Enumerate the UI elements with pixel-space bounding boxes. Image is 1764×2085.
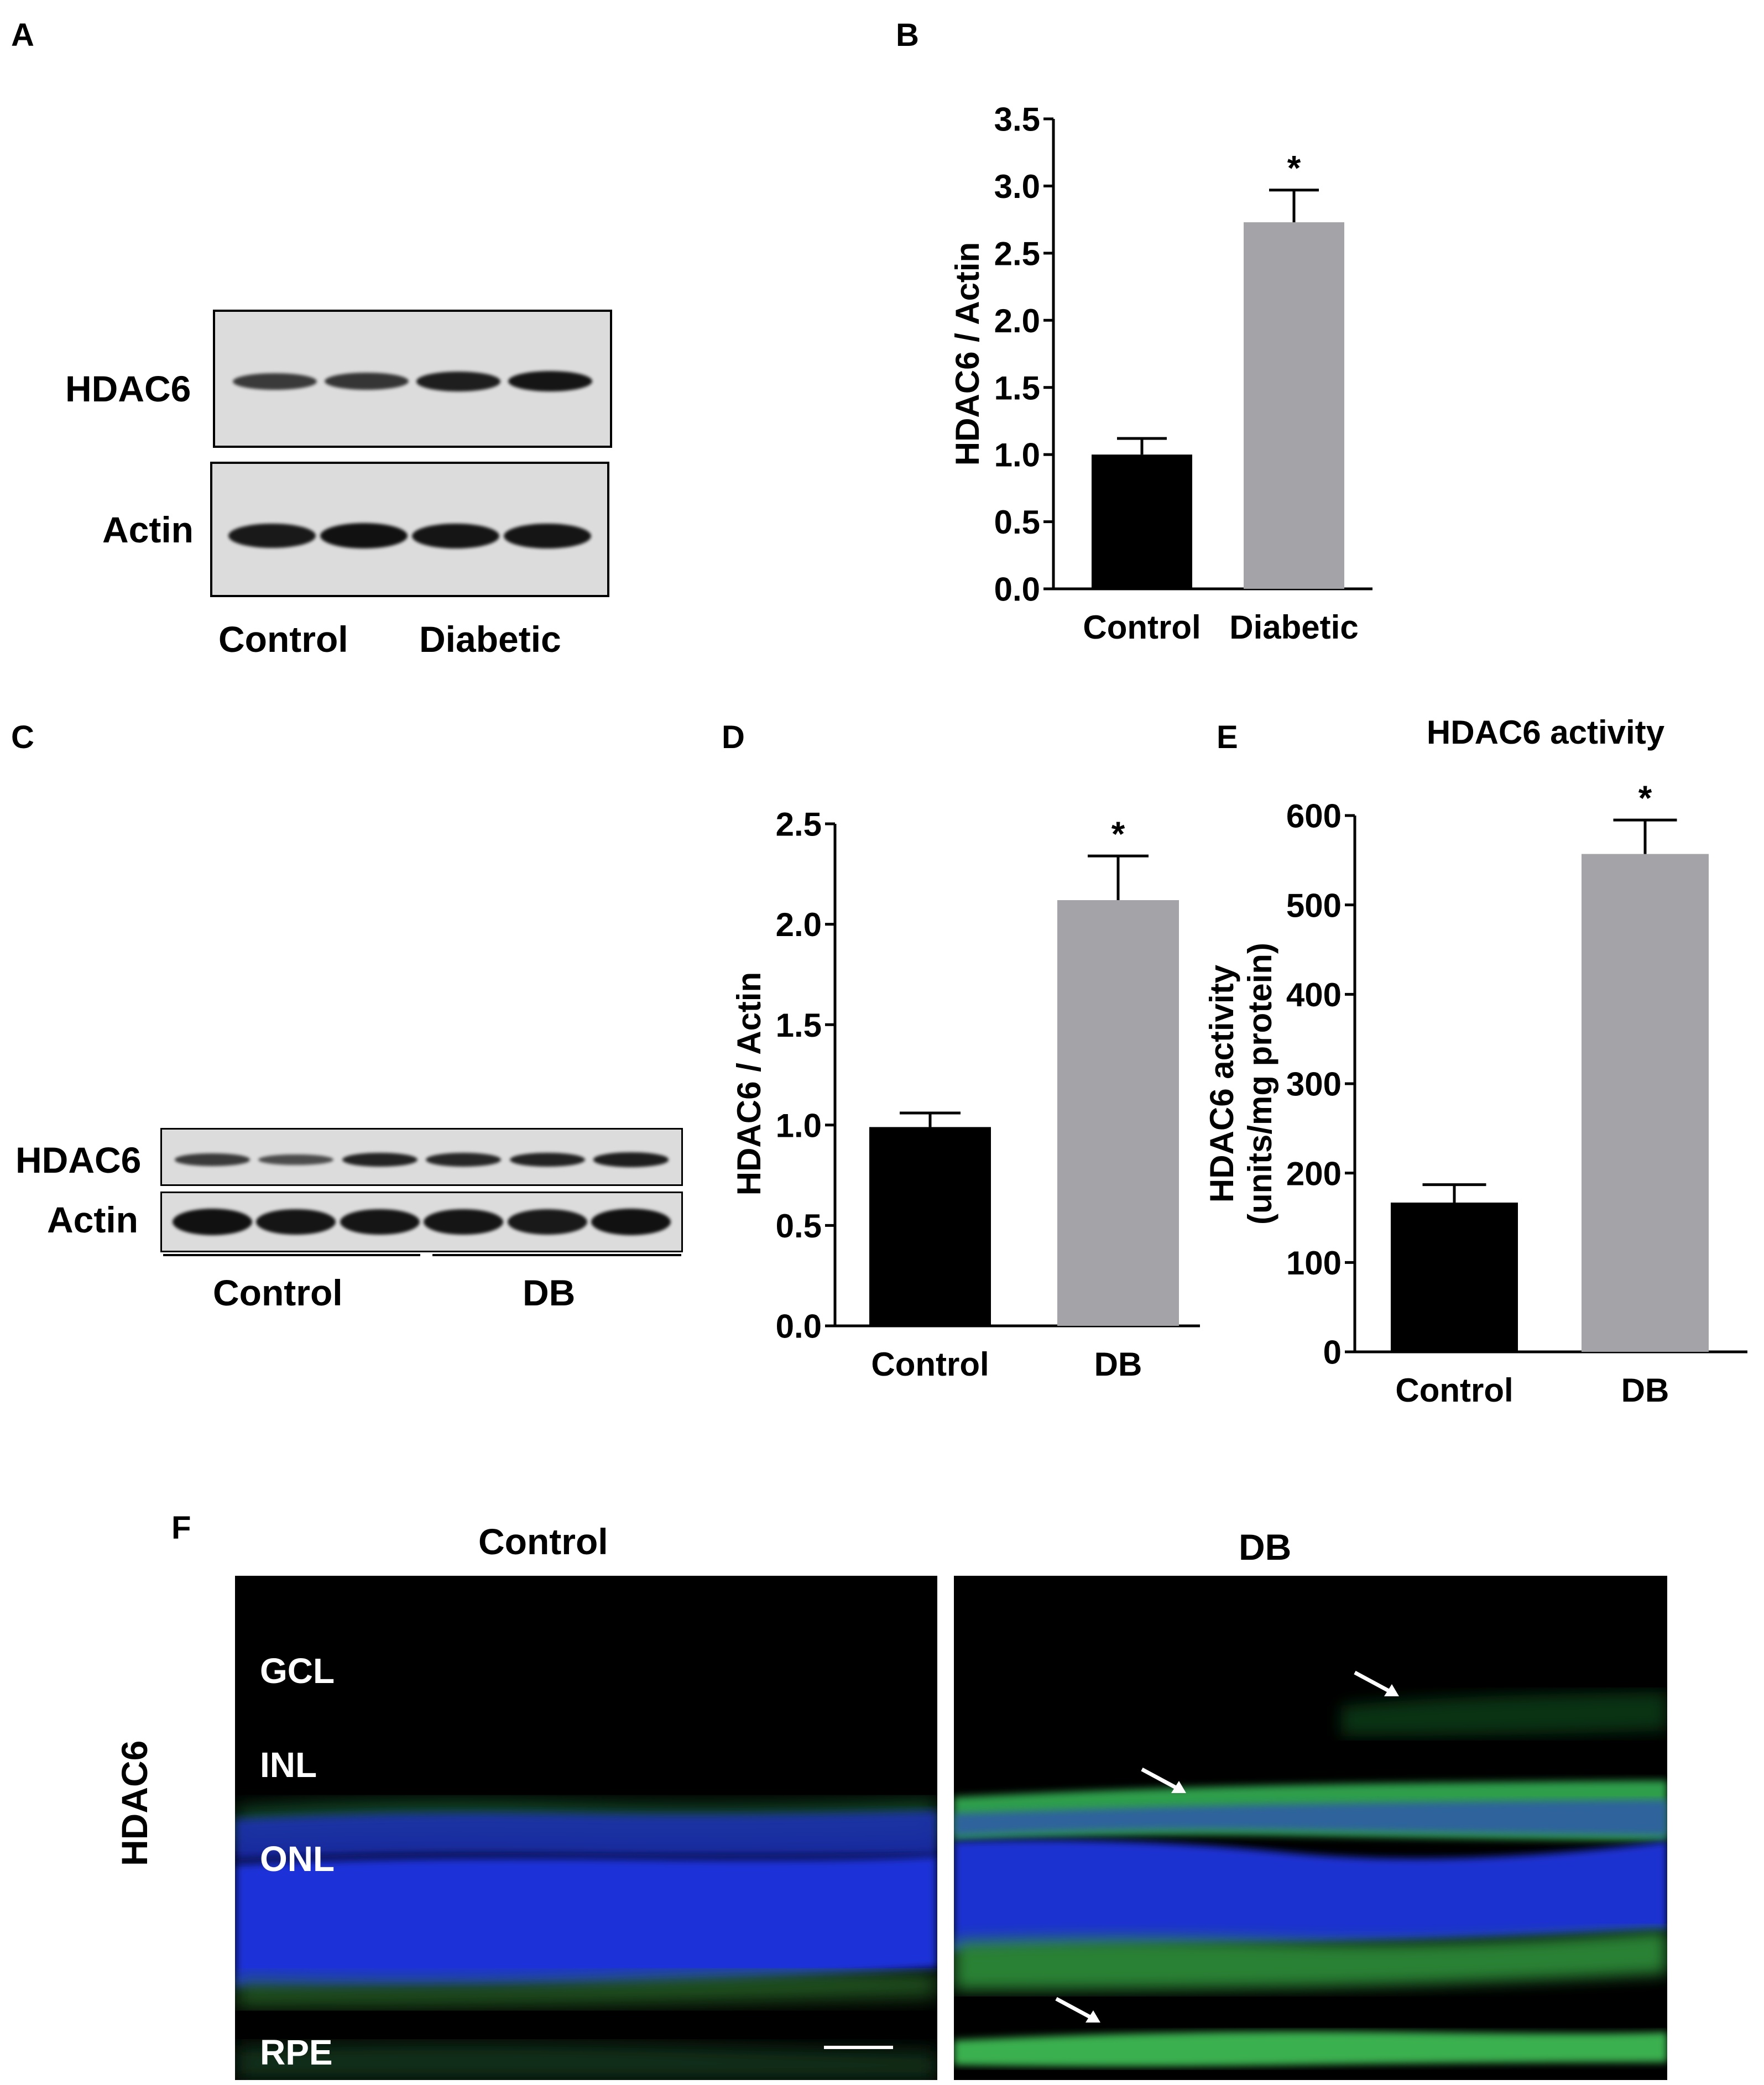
panel-letter-d: D (722, 719, 745, 755)
chart-d-y-tick-label: 1.5 (776, 1007, 822, 1044)
chart-d-significance-label: * (1111, 815, 1125, 854)
blot-a-hdac6-band (324, 373, 409, 390)
blot-c-hdac6-band (258, 1154, 334, 1166)
blot-c-hdac6-band (426, 1153, 502, 1167)
chart-b-y-tick-label: 2.5 (994, 235, 1040, 272)
blot-a-actin-band (320, 523, 408, 549)
chart-e-significance-label: * (1638, 779, 1652, 818)
chart-d: 0.0 0.5 1.0 1.5 2.0 2.5 HDAC6 / Actin Control DB… (730, 806, 1200, 1383)
chart-d-y-tick-label: 1.0 (776, 1107, 822, 1144)
blot-c-actin-band (424, 1209, 504, 1235)
chart-b-y-tick-label: 2.0 (994, 302, 1040, 339)
blot-a-row-label-hdac6: HDAC6 (65, 368, 191, 409)
blot-a-group-label-diabetic: Diabetic (419, 619, 561, 660)
chart-d-bar (1057, 900, 1179, 1326)
chart-e-bar (1391, 1203, 1518, 1352)
micro-control-layer-gcl: GCL (260, 1651, 335, 1691)
chart-b-y-tick-label: 3.0 (994, 168, 1040, 205)
blot-c-actin-band (256, 1209, 336, 1235)
chart-e-x-tick-label: Control (1395, 1372, 1513, 1409)
blot-a-row-label-actin: Actin (102, 509, 194, 550)
blot-a-group-label-control: Control (218, 619, 348, 660)
chart-b-y-tick-label: 0.0 (994, 571, 1040, 608)
blot-c-db-bracket (432, 1254, 681, 1256)
chart-d-y-tick-label: 0.0 (776, 1308, 822, 1345)
chart-e: HDAC6 activity 0 100 200 300 400 500 600 HDAC6 a… (1203, 714, 1747, 1409)
blot-a-hdac6-band (416, 372, 501, 391)
micro-db-arrow-3 (1055, 1997, 1100, 2023)
blot-a-actin-band (228, 524, 316, 548)
chart-e-y-tick-label: 400 (1286, 976, 1342, 1013)
blot-c-hdac6-strip (160, 1128, 683, 1186)
chart-b-y-tick-label: 0.5 (994, 504, 1040, 541)
chart-d-bar (869, 1127, 991, 1326)
chart-b: 0.0 0.5 1.0 1.5 2.0 2.5 3.0 3.5 HDAC6 / Actin Con… (949, 101, 1372, 646)
blot-a-hdac6-strip (213, 310, 612, 448)
blot-c-hdac6-band (593, 1152, 669, 1167)
chart-b-significance-label: * (1287, 149, 1301, 188)
chart-d-x-tick-label: DB (1094, 1346, 1142, 1383)
chart-e-y-tick-label: 600 (1286, 798, 1342, 835)
chart-d-y-tick-label: 0.5 (776, 1208, 822, 1245)
chart-b-bar (1092, 454, 1192, 589)
blot-c-group-label-control: Control (213, 1272, 343, 1313)
micro-row-label-hdac6: HDAC6 (114, 1740, 155, 1866)
chart-e-x-tick-label: DB (1621, 1372, 1669, 1409)
panel-letter-e: E (1217, 719, 1238, 755)
chart-e-y-label: (units/mg protein) (1241, 943, 1278, 1225)
blot-c-actin-band (507, 1209, 587, 1235)
chart-b-x-tick-label: Control (1083, 609, 1201, 646)
panel-letter-b: B (896, 17, 919, 53)
blot-a-actin-band (504, 523, 591, 548)
chart-e-title: HDAC6 activity (1427, 714, 1665, 751)
blot-c-hdac6-band (174, 1153, 250, 1166)
micro-db-arrow-2 (1141, 1767, 1186, 1793)
blot-c-actin-strip (160, 1192, 683, 1252)
chart-e-y-tick-label: 300 (1286, 1066, 1342, 1103)
blot-a-hdac6-band (232, 373, 317, 390)
chart-b-y-tick-label: 1.5 (994, 369, 1040, 406)
chart-e-y-tick-label: 0 (1323, 1334, 1342, 1371)
chart-e-bar (1582, 854, 1709, 1352)
chart-b-y-tick-label: 1.0 (994, 437, 1040, 474)
blot-a-actin-band (412, 523, 499, 548)
micro-control-layer-rpe: RPE (260, 2032, 333, 2072)
chart-e-y-tick-label: 200 (1286, 1155, 1342, 1192)
micrograph-control-art (235, 1576, 937, 2080)
blot-c-actin-band (172, 1209, 252, 1235)
blot-a-hdac6-band (508, 371, 593, 392)
chart-b-x-tick-label: Diabetic (1229, 609, 1358, 646)
micrograph-db-art (954, 1576, 1667, 2080)
blot-a-actin-strip (210, 462, 609, 597)
chart-b-y-tick-label: 3.5 (994, 101, 1040, 138)
panel-letter-f: F (171, 1510, 191, 1546)
blot-c-actin-band (591, 1209, 671, 1235)
micro-column-label-control: Control (478, 1521, 608, 1562)
panel-letter-a: A (11, 17, 34, 53)
chart-d-y-tick-label: 2.0 (776, 906, 822, 943)
blot-c-hdac6-band (342, 1152, 417, 1167)
chart-b-y-label: HDAC6 / Actin (949, 242, 986, 466)
blot-c-actin-band (340, 1209, 420, 1235)
micrograph-control: GCL INL ONL RPE (235, 1576, 937, 2080)
chart-b-bar (1244, 222, 1344, 589)
chart-e-y-label: HDAC6 activity (1203, 964, 1240, 1203)
micro-control-layer-inl: INL (260, 1745, 317, 1785)
chart-d-y-tick-label: 2.5 (776, 806, 822, 843)
blot-c-row-label-actin: Actin (47, 1199, 138, 1240)
micro-db-arrow-1 (1354, 1670, 1399, 1696)
micro-control-layer-onl: ONL (260, 1839, 335, 1879)
chart-d-x-tick-label: Control (871, 1346, 989, 1383)
micrograph-db (954, 1576, 1667, 2080)
micro-column-label-db: DB (1239, 1527, 1292, 1567)
chart-e-y-tick-label: 100 (1286, 1245, 1342, 1282)
blot-c-row-label-hdac6: HDAC6 (15, 1140, 142, 1180)
panel-letter-c: C (11, 719, 34, 755)
chart-e-y-tick-label: 500 (1286, 887, 1342, 924)
blot-c-control-bracket (163, 1254, 420, 1256)
chart-d-y-label: HDAC6 / Actin (730, 972, 768, 1195)
blot-c-group-label-db: DB (523, 1272, 576, 1313)
blot-c-hdac6-band (509, 1152, 585, 1167)
